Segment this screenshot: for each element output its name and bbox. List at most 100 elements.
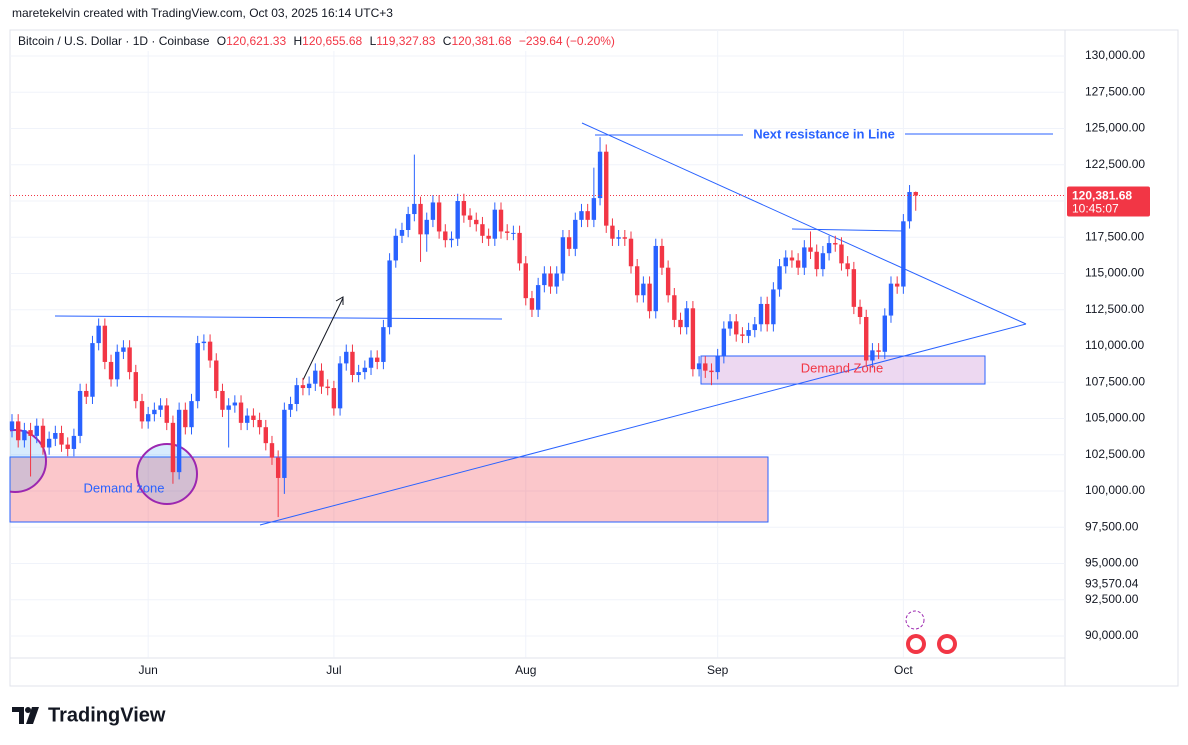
trend-line (581, 122, 1027, 325)
ohlc-value: 120,621.33 (226, 34, 286, 48)
candle-body (535, 285, 541, 310)
candle-body (764, 303, 770, 325)
candle-body (443, 231, 448, 241)
candle-body (164, 405, 169, 423)
brand: TradingView (48, 704, 166, 726)
y-tick-label: 107,500.00 (1085, 374, 1145, 388)
candle-body (139, 401, 145, 422)
candle-body (665, 267, 671, 296)
candle-body (232, 402, 238, 406)
candle-body (449, 238, 454, 241)
candle-body (721, 328, 727, 357)
candle-body (201, 341, 207, 344)
candle-body (461, 201, 467, 216)
candle-body (529, 298, 535, 310)
candle-body (826, 243, 832, 254)
candle-body (480, 224, 485, 236)
candle-body (678, 319, 683, 328)
candle-body (245, 415, 250, 423)
candle-body (839, 244, 844, 264)
candle-body (901, 221, 906, 287)
candle-body (251, 415, 256, 420)
candle-body (77, 390, 83, 436)
candle-body (133, 372, 138, 402)
change: −239.64 (−0.20%) (519, 34, 615, 48)
symbol: Bitcoin / U.S. Dollar · 1D · Coinbase (18, 34, 210, 48)
countdown: 10:45:07 (1072, 202, 1119, 216)
candle-body (269, 443, 275, 458)
candle-body (628, 238, 634, 267)
candle-body (152, 409, 157, 415)
candle-body (542, 273, 547, 286)
candle-body (84, 390, 89, 397)
candle-body (548, 273, 553, 287)
y-tick-label: 122,500.00 (1085, 157, 1145, 171)
candle-body (424, 219, 429, 235)
candle-body (356, 372, 361, 375)
candle-body (294, 385, 299, 404)
candle-body (53, 433, 58, 439)
candle-body (573, 219, 578, 249)
y-tick-label: 117,500.00 (1085, 229, 1144, 243)
candle-body (672, 295, 677, 320)
candle-body (337, 363, 343, 409)
candle-body (115, 351, 120, 380)
candle-body (523, 263, 528, 299)
candle-body (399, 230, 405, 236)
candle-body (350, 351, 355, 375)
candle-body (727, 321, 733, 329)
y-tick-label: 112,500.00 (1085, 302, 1144, 316)
price-box (1067, 186, 1150, 217)
candle-body (158, 405, 163, 410)
candle-body (319, 370, 324, 387)
candle-body (851, 269, 857, 307)
x-tick-label: Oct (894, 663, 913, 677)
ohlc-value: 120,655.68 (302, 34, 362, 48)
y-tick-label: 125,000.00 (1085, 121, 1145, 135)
candle-body (802, 247, 807, 268)
candle-body (585, 211, 590, 220)
candle-body (498, 209, 504, 232)
candle-body (145, 414, 151, 422)
price-label: 120,381.68 (1072, 189, 1132, 203)
ohlc-key: O (217, 34, 226, 48)
x-tick-label: Aug (515, 663, 536, 677)
y-tick-label: 105,000.00 (1085, 411, 1145, 425)
annotation: Next resistance in Line (753, 126, 895, 141)
candle-body (604, 151, 609, 226)
icon (941, 638, 953, 650)
logo-shape (12, 707, 24, 724)
candle-body (306, 383, 312, 389)
y-tick-label: 90,000.00 (1085, 628, 1139, 642)
y-tick-label: 95,000.00 (1085, 556, 1139, 570)
trend-line (791, 228, 906, 232)
event-icons (905, 610, 957, 654)
candle-body (517, 232, 522, 264)
candle-body (108, 361, 114, 380)
candle-body (579, 211, 584, 220)
candle-body (740, 334, 745, 336)
candle-body (405, 214, 411, 230)
candle-body (170, 422, 176, 473)
candle-body (34, 425, 39, 436)
candle-body (789, 257, 795, 261)
candle-body (814, 251, 819, 270)
candle-body (22, 430, 27, 441)
candle-body (511, 232, 516, 234)
candle-body (610, 225, 615, 239)
candle-body (659, 245, 665, 268)
candle-body (864, 317, 869, 361)
candle-body (387, 260, 392, 328)
candles (9, 137, 918, 518)
candle-body (368, 357, 374, 368)
candle-body (102, 325, 108, 362)
grid (10, 30, 1065, 658)
candle-body (653, 245, 658, 312)
candle-body (641, 283, 646, 296)
candle-body (783, 257, 788, 267)
candle-body (40, 425, 46, 448)
brand-logo (12, 707, 39, 724)
trend-line (259, 323, 1027, 526)
arrow-head (335, 296, 344, 305)
